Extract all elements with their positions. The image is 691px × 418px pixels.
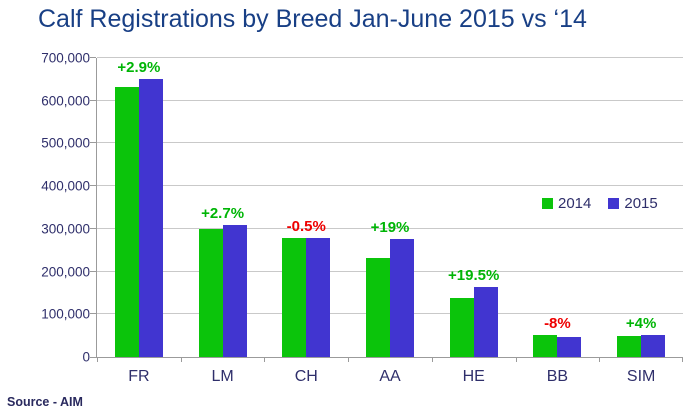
- bar-2015-BB: [557, 336, 582, 357]
- percent-change-label-HE: +19.5%: [448, 267, 500, 285]
- legend-swatch-2014-icon: [542, 198, 553, 209]
- y-tick-label: 200,000: [41, 264, 90, 280]
- y-tick-label: 400,000: [41, 178, 90, 194]
- x-axis-tick: [431, 357, 433, 362]
- category-group-LM: +2.7% LM: [181, 58, 265, 385]
- bar-2015-HE: [473, 287, 498, 357]
- bar-2015-LM: [222, 225, 247, 357]
- x-axis-tick: [515, 357, 517, 362]
- x-axis-label-AA: AA: [379, 368, 401, 385]
- legend-swatch-2015-icon: [608, 198, 620, 209]
- page-title: Calf Registrations by Breed Jan-June 201…: [38, 5, 587, 33]
- legend-item-2014: 2014: [542, 195, 591, 212]
- bar-2014-AA: [365, 257, 390, 357]
- percent-change-label-LM: +2.7%: [201, 205, 245, 223]
- bar-2015-FR: [138, 79, 163, 357]
- gridline: [97, 227, 683, 229]
- y-tick-label: 700,000: [41, 50, 90, 66]
- bar-2015-AA: [389, 239, 414, 357]
- x-axis-label-BB: BB: [546, 368, 569, 385]
- y-axis-line: [96, 58, 97, 358]
- y-axis-labels: 0 100,000 200,000 300,000 400,000 500,000 600,…: [0, 51, 90, 365]
- legend-label-2015: 2015: [624, 195, 658, 212]
- x-axis-tick: [682, 357, 683, 362]
- gridline: [97, 99, 683, 101]
- bar-2014-BB: [533, 334, 558, 357]
- legend: 2014 2015: [542, 195, 658, 212]
- x-axis-label-HE: HE: [462, 368, 485, 385]
- gridline: [97, 142, 683, 144]
- category-group-AA: +19% AA: [348, 58, 432, 385]
- percent-change-label-CH: -0.5%: [286, 217, 326, 235]
- x-axis-tick: [348, 357, 350, 362]
- bar-2014-SIM: [617, 335, 642, 357]
- legend-label-2014: 2014: [558, 195, 592, 212]
- x-axis-label-SIM: SIM: [626, 368, 656, 385]
- bar-2014-LM: [198, 228, 223, 357]
- percent-change-label-SIM: +4%: [625, 314, 657, 332]
- x-axis-label-CH: CH: [294, 368, 318, 385]
- gridline: [97, 185, 683, 187]
- legend-item-2015: 2015: [608, 195, 658, 212]
- y-axis-tick: [90, 313, 96, 315]
- y-axis-tick: [90, 99, 96, 101]
- x-axis-line: [96, 357, 683, 358]
- plot-area: +2.9% FR +2.7% LM -0.5% CH +19% AA +19.5% HE -8% BB…: [90, 57, 683, 385]
- bar-2014-FR: [114, 87, 139, 357]
- bar-2014-HE: [449, 298, 474, 357]
- y-axis-tick: [90, 227, 96, 229]
- x-axis-label-FR: FR: [128, 368, 150, 385]
- bar-2015-CH: [306, 238, 331, 357]
- x-axis-tick: [180, 357, 182, 362]
- bar-2015-SIM: [641, 334, 666, 357]
- y-axis-tick: [90, 357, 96, 358]
- category-group-SIM: +4% SIM: [599, 58, 683, 385]
- bar-2014-CH: [282, 237, 307, 357]
- percent-change-label-BB: -8%: [544, 314, 571, 332]
- x-axis-tick: [264, 357, 266, 362]
- y-tick-label: 0: [82, 349, 90, 365]
- y-tick-label: 300,000: [41, 221, 90, 237]
- category-group-FR: +2.9% FR: [97, 58, 181, 385]
- x-axis-tick: [97, 357, 98, 362]
- y-axis-tick: [90, 57, 96, 58]
- y-tick-label: 100,000: [41, 306, 90, 322]
- y-axis-tick: [90, 142, 96, 144]
- x-axis-label-LM: LM: [211, 368, 234, 385]
- percent-change-label-AA: +19%: [370, 219, 410, 237]
- x-axis-tick: [599, 357, 601, 362]
- y-axis-tick: [90, 270, 96, 272]
- y-tick-label: 600,000: [41, 93, 90, 109]
- y-axis-tick: [90, 185, 96, 187]
- source-note: Source - AIM: [7, 395, 83, 409]
- gridline: [97, 57, 683, 58]
- y-tick-label: 500,000: [41, 135, 90, 151]
- category-group-BB: -8% BB: [516, 58, 600, 385]
- category-group-HE: +19.5% HE: [432, 58, 516, 385]
- category-group-CH: -0.5% CH: [264, 58, 348, 385]
- percent-change-label-FR: +2.9%: [117, 59, 161, 77]
